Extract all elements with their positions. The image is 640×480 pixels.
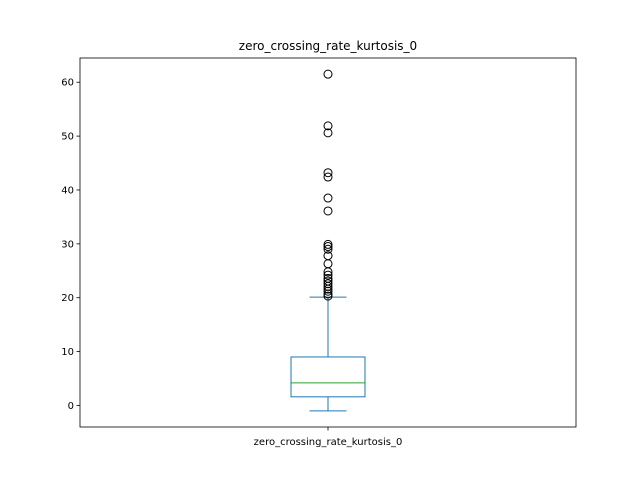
y-tick-label: 30 [61,239,74,250]
outlier-point [323,244,333,254]
chart-title: zero_crossing_rate_kurtosis_0 [239,39,417,53]
outliers [323,69,333,301]
outlier-point [323,242,333,252]
y-axis: 0 10 20 30 40 50 60 [61,78,80,412]
y-tick-label: 0 [68,401,74,412]
outlier-point [323,270,333,280]
y-tick-label: 40 [61,185,74,196]
iqr-box [290,356,366,398]
x-axis: zero_crossing_rate_kurtosis_0 [254,427,403,448]
outlier-point [323,69,333,79]
y-tick-label: 60 [61,78,74,89]
y-tick-label: 50 [61,132,74,143]
box-plot [290,296,366,412]
outlier-point [323,239,333,249]
outlier-point [323,291,333,301]
y-tick-label: 20 [61,293,74,304]
outlier-point [323,128,333,138]
outlier-point [323,168,333,178]
x-tick-label: zero_crossing_rate_kurtosis_0 [254,437,403,448]
plot-frame [79,57,577,428]
outlier-point [323,273,333,283]
y-tick-label: 10 [61,347,74,358]
outlier-point [323,193,333,203]
outlier-point [323,121,333,131]
outlier-point [323,251,333,261]
outlier-point [323,206,333,216]
outlier-point [323,172,333,182]
outlier-point [323,276,333,286]
outlier-point [323,279,333,289]
